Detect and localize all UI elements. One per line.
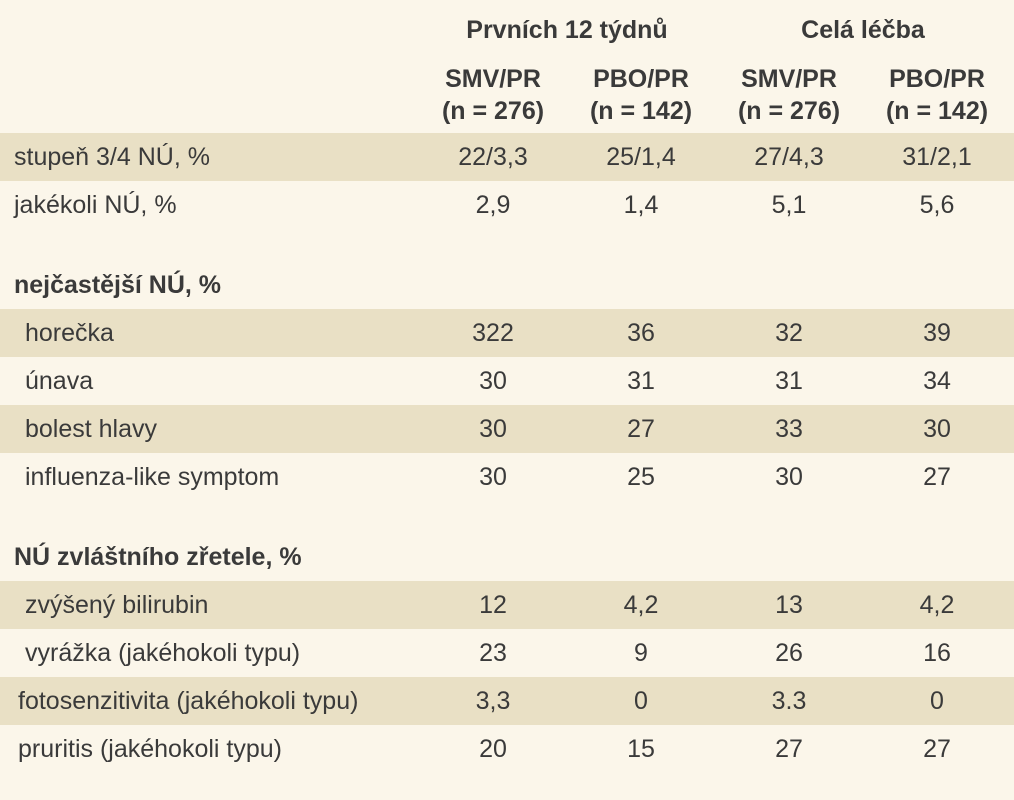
table-row: influenza-like symptom 30 25 30 27 [0, 453, 1014, 501]
column-header-n: (n = 276) [441, 96, 545, 125]
cell-value: 5,6 [919, 190, 955, 219]
column-header-n: (n = 142) [589, 96, 693, 125]
row-label: influenza-like symptom [25, 462, 280, 491]
section-header-row: nejčastější NÚ, % [0, 261, 1014, 309]
cell-value: 25 [627, 462, 655, 491]
table-row: únava 30 31 31 34 [0, 357, 1014, 405]
cell-value: 26 [775, 638, 803, 667]
cell-value: 31 [775, 366, 803, 395]
table-row: fotosenzitivita (jakéhokoli typu) 3,3 0 … [0, 677, 1014, 725]
cell-value: 34 [923, 366, 951, 395]
table-row: stupeň 3/4 NÚ, % 22/3,3 25/1,4 27/4,3 31… [0, 133, 1014, 181]
column-header: SMV/PR (n = 276) [419, 63, 567, 127]
cell-value: 13 [775, 590, 803, 619]
column-header-arm: PBO/PR [889, 64, 985, 93]
cell-value: 0 [930, 686, 944, 715]
cell-value: 4,2 [919, 590, 955, 619]
cell-value: 39 [923, 318, 951, 347]
cell-value: 5,1 [771, 190, 807, 219]
cell-value: 4,2 [623, 590, 659, 619]
cell-value: 30 [923, 414, 951, 443]
cell-value: 22/3,3 [458, 142, 528, 171]
spacer [0, 229, 1014, 261]
spacer [0, 501, 1014, 533]
row-label: pruritis (jakéhokoli typu) [18, 734, 282, 763]
cell-value: 2,9 [475, 190, 511, 219]
cell-value: 30 [479, 414, 507, 443]
row-label: fotosenzitivita (jakéhokoli typu) [18, 686, 359, 715]
row-label: únava [25, 366, 94, 395]
cell-value: 23 [479, 638, 507, 667]
row-label: jakékoli NÚ, % [14, 190, 177, 219]
cell-value: 1,4 [623, 190, 659, 219]
cell-value: 9 [634, 638, 648, 667]
column-group-header-row: Prvních 12 týdnů Celá léčba [0, 0, 1014, 56]
cell-value: 27 [627, 414, 655, 443]
row-label: bolest hlavy [25, 414, 158, 443]
cell-value: 3,3 [475, 686, 511, 715]
cell-value: 30 [479, 462, 507, 491]
cell-value: 16 [923, 638, 951, 667]
cell-value: 36 [627, 318, 655, 347]
table-row: jakékoli NÚ, % 2,9 1,4 5,1 5,6 [0, 181, 1014, 229]
column-header: SMV/PR (n = 276) [715, 63, 863, 127]
column-group-first-12-weeks: Prvních 12 týdnů [466, 15, 668, 44]
cell-value: 0 [634, 686, 648, 715]
table-row: horečka 322 36 32 39 [0, 309, 1014, 357]
table-row: vyrážka (jakéhokoli typu) 23 9 26 16 [0, 629, 1014, 677]
table-row: pruritis (jakéhokoli typu) 20 15 27 27 [0, 725, 1014, 773]
table-row: zvýšený bilirubin 12 4,2 13 4,2 [0, 581, 1014, 629]
cell-value: 31/2,1 [902, 142, 972, 171]
cell-value: 25/1,4 [606, 142, 676, 171]
column-header-arm: SMV/PR [445, 64, 541, 93]
column-header: PBO/PR (n = 142) [863, 63, 1011, 127]
cell-value: 20 [479, 734, 507, 763]
section-title: nejčastější NÚ, % [14, 270, 222, 299]
cell-value: 27 [775, 734, 803, 763]
cell-value: 27 [923, 462, 951, 491]
cell-value: 322 [472, 318, 514, 347]
row-label: stupeň 3/4 NÚ, % [14, 142, 210, 171]
row-label: horečka [25, 318, 114, 347]
cell-value: 30 [479, 366, 507, 395]
section-title: NÚ zvláštního zřetele, % [14, 542, 302, 571]
row-label: vyrážka (jakéhokoli typu) [25, 638, 301, 667]
cell-value: 32 [775, 318, 803, 347]
column-header-n: (n = 142) [885, 96, 989, 125]
column-group-whole-treatment: Celá léčba [801, 15, 925, 44]
cell-value: 27/4,3 [754, 142, 824, 171]
table-row: bolest hlavy 30 27 33 30 [0, 405, 1014, 453]
row-label: zvýšený bilirubin [25, 590, 209, 619]
column-header-arm: SMV/PR [741, 64, 837, 93]
section-header-row: NÚ zvláštního zřetele, % [0, 533, 1014, 581]
column-header-n: (n = 276) [737, 96, 841, 125]
cell-value: 31 [627, 366, 655, 395]
cell-value: 15 [627, 734, 655, 763]
column-header-row: SMV/PR (n = 276) PBO/PR (n = 142) SMV/PR… [0, 56, 1014, 133]
cell-value: 27 [923, 734, 951, 763]
cell-value: 33 [775, 414, 803, 443]
column-header: PBO/PR (n = 142) [567, 63, 715, 127]
cell-value: 3.3 [771, 686, 807, 715]
cell-value: 12 [479, 590, 507, 619]
column-header-arm: PBO/PR [593, 64, 689, 93]
cell-value: 30 [775, 462, 803, 491]
